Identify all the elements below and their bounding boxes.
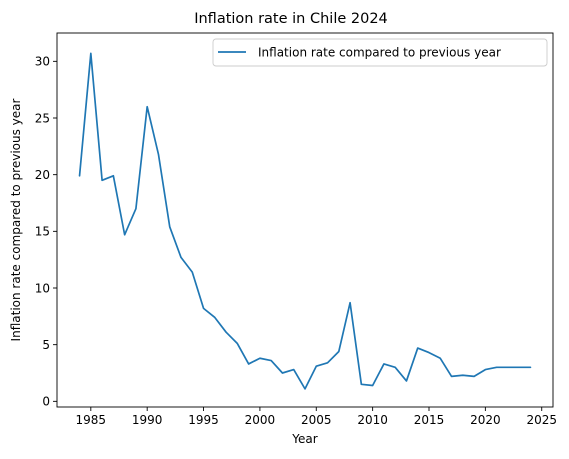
y-tick-label: 15 (35, 225, 50, 239)
x-tick-label: 2025 (526, 413, 557, 427)
x-tick-label: 2020 (470, 413, 501, 427)
chart-title: Inflation rate in Chile 2024 (194, 11, 388, 27)
x-tick-label: 2005 (301, 413, 332, 427)
y-tick-label: 10 (35, 281, 50, 295)
y-tick-label: 25 (35, 111, 50, 125)
x-tick-label: 1995 (188, 413, 219, 427)
y-axis: 0 5 10 15 20 25 30 (35, 55, 57, 409)
x-tick-label: 1985 (76, 413, 107, 427)
x-tick-label: 2010 (357, 413, 388, 427)
x-axis: 1985 1990 1995 2000 2005 2010 2015 2020 2025 (76, 407, 557, 427)
x-tick-label: 1990 (132, 413, 163, 427)
y-tick-label: 0 (42, 395, 50, 409)
y-tick-label: 30 (35, 55, 50, 69)
y-tick-label: 5 (42, 338, 50, 352)
x-axis-label: Year (291, 432, 317, 446)
x-tick-label: 2015 (414, 413, 445, 427)
legend: Inflation rate compared to previous year (212, 38, 548, 67)
plot-area: 1985 1990 1995 2000 2005 2010 2015 2020 2025 051… (35, 32, 557, 427)
plot-frame (56, 32, 554, 408)
series-line (78, 52, 532, 390)
x-tick-label: 2000 (245, 413, 276, 427)
legend-label: Inflation rate compared to previous year (258, 46, 501, 60)
y-axis-label: Inflation rate compared to previous year (9, 98, 23, 341)
legend-box (212, 38, 548, 67)
y-tick-label: 20 (35, 168, 50, 182)
series-layer (78, 52, 532, 390)
